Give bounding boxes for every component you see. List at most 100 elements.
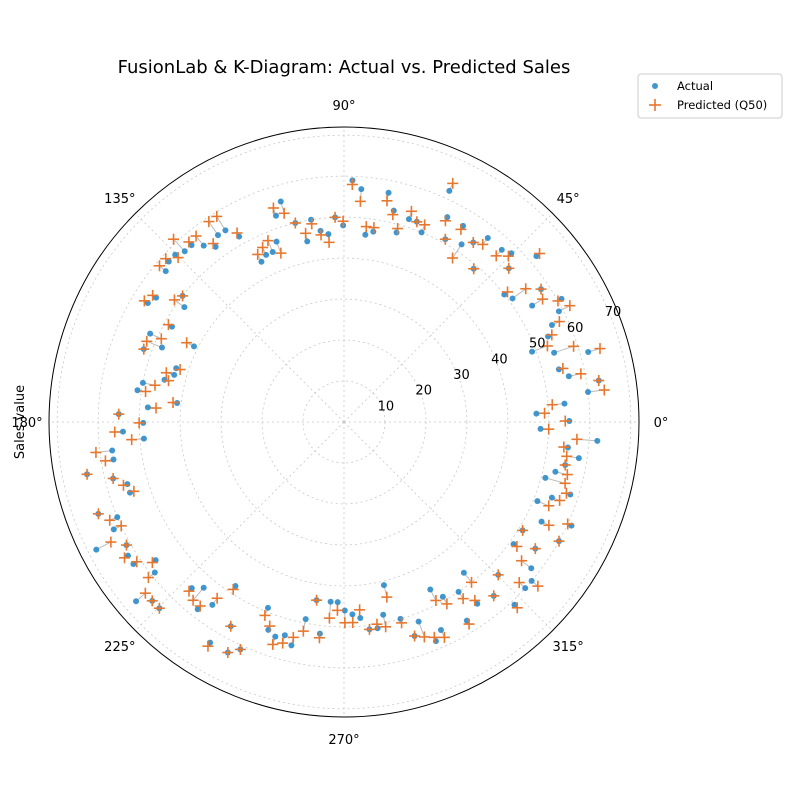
actual-point bbox=[552, 468, 559, 475]
actual-point bbox=[538, 518, 545, 525]
predicted-point bbox=[306, 218, 318, 230]
predicted-point bbox=[138, 343, 150, 355]
legend-box bbox=[637, 73, 783, 119]
predicted-point bbox=[194, 600, 206, 612]
actual-point bbox=[93, 546, 100, 553]
predicted-point bbox=[138, 295, 150, 307]
actual-point bbox=[585, 348, 592, 355]
predicted-point bbox=[553, 535, 565, 547]
actual-point bbox=[533, 410, 540, 417]
predicted-point bbox=[387, 209, 399, 221]
actual-point bbox=[214, 232, 221, 239]
legend-predicted-marker bbox=[649, 99, 661, 111]
predicted-point bbox=[469, 594, 481, 606]
predicted-point bbox=[190, 230, 202, 242]
actual-point bbox=[181, 248, 188, 255]
predicted-point bbox=[300, 227, 312, 239]
predicted-point bbox=[168, 294, 180, 306]
predicted-point bbox=[477, 238, 489, 250]
actual-point bbox=[341, 607, 348, 614]
actual-point bbox=[548, 494, 555, 501]
predicted-point bbox=[146, 595, 158, 607]
actual-point bbox=[165, 258, 172, 265]
theta-tick-label: 180° bbox=[11, 416, 42, 431]
predicted-point bbox=[598, 384, 610, 396]
predicted-point bbox=[323, 612, 335, 624]
predicted-point bbox=[558, 441, 570, 453]
predicted-point bbox=[278, 207, 290, 219]
actual-point bbox=[474, 600, 481, 607]
predicted-point bbox=[354, 604, 366, 616]
actual-point bbox=[528, 565, 535, 572]
predicted-point bbox=[534, 248, 546, 260]
predicted-point bbox=[559, 415, 571, 427]
predicted-point bbox=[142, 572, 154, 584]
actual-point bbox=[264, 604, 271, 611]
predicted-point bbox=[183, 585, 195, 597]
grid-ring bbox=[179, 257, 509, 587]
predicted-point bbox=[537, 293, 549, 305]
actual-point bbox=[302, 616, 309, 623]
chart-title: FusionLab & K-Diagram: Actual vs. Predic… bbox=[118, 57, 571, 78]
theta-tick-label: 0° bbox=[654, 416, 669, 431]
predicted-point bbox=[155, 333, 167, 345]
predicted-point bbox=[337, 215, 349, 227]
actual-point bbox=[277, 198, 284, 205]
predicted-point bbox=[593, 375, 605, 387]
predicted-point bbox=[516, 555, 528, 567]
predicted-point bbox=[532, 580, 544, 592]
predicted-point bbox=[381, 195, 393, 207]
predicted-point bbox=[447, 252, 459, 264]
predicted-point bbox=[492, 569, 504, 581]
predicted-point bbox=[259, 609, 271, 621]
grid-spoke bbox=[343, 421, 553, 631]
actual-point bbox=[529, 302, 536, 309]
predicted-point bbox=[529, 543, 541, 555]
predicted-point bbox=[553, 316, 565, 328]
predicted-point bbox=[552, 295, 564, 307]
predicted-point bbox=[439, 233, 451, 245]
predicted-point bbox=[396, 617, 408, 629]
actual-point bbox=[548, 322, 555, 329]
grid-spoke bbox=[135, 213, 345, 423]
predicted-point bbox=[231, 227, 243, 239]
predicted-point bbox=[468, 263, 480, 275]
predicted-point bbox=[126, 434, 138, 446]
actual-point bbox=[511, 601, 518, 608]
predicted-point bbox=[264, 620, 276, 632]
actual-point bbox=[460, 569, 467, 576]
predicted-point bbox=[488, 590, 500, 602]
actual-point bbox=[362, 231, 369, 238]
actual-point bbox=[325, 231, 332, 238]
predicted-point bbox=[560, 487, 572, 499]
actual-point bbox=[144, 404, 151, 411]
actual-point bbox=[134, 387, 141, 394]
predicted-point bbox=[177, 290, 189, 302]
predicted-point bbox=[267, 202, 279, 214]
actual-point bbox=[542, 474, 549, 481]
actual-point bbox=[209, 601, 216, 608]
predicted-point bbox=[511, 602, 523, 614]
predicted-point bbox=[222, 647, 234, 659]
predicted-point bbox=[380, 621, 392, 633]
actual-point bbox=[162, 268, 169, 275]
predicted-point bbox=[187, 594, 199, 606]
predicted-point bbox=[257, 241, 269, 253]
r-tick-label: 30 bbox=[453, 368, 470, 383]
predicted-point bbox=[381, 591, 393, 603]
predicted-point bbox=[502, 286, 514, 298]
theta-tick-label: 135° bbox=[104, 192, 135, 207]
actual-point bbox=[575, 455, 582, 462]
actual-point bbox=[109, 447, 116, 454]
predicted-point bbox=[368, 222, 380, 234]
predicted-point bbox=[160, 367, 172, 379]
actual-point bbox=[565, 373, 572, 380]
predicted-point bbox=[313, 632, 325, 644]
predicted-point bbox=[371, 618, 383, 630]
predicted-point bbox=[203, 216, 215, 228]
actual-point bbox=[140, 435, 147, 442]
actual-point bbox=[222, 227, 229, 234]
actual-point bbox=[171, 371, 178, 378]
predicted-point bbox=[202, 640, 214, 652]
predicted-point bbox=[323, 236, 335, 248]
